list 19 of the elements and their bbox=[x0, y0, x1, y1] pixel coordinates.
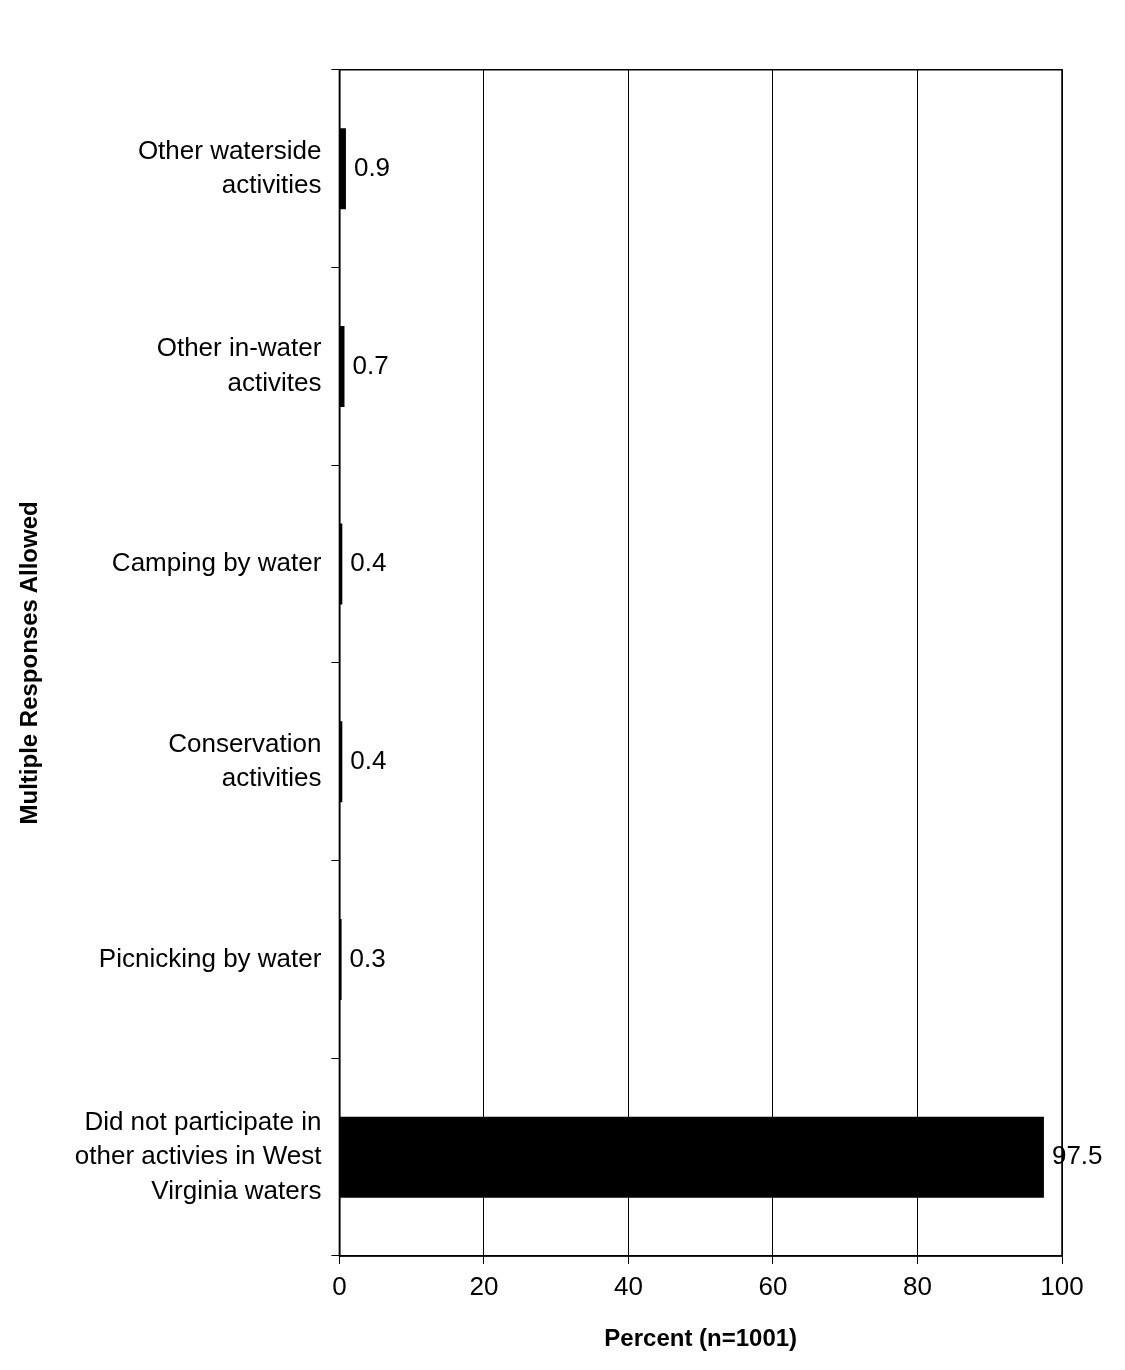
data-label: 0.3 bbox=[349, 942, 386, 973]
x-tick-label: 60 bbox=[758, 1270, 788, 1301]
data-label: 0.4 bbox=[350, 547, 387, 578]
x-axis-title: Percent (n=1001) bbox=[604, 1324, 798, 1352]
x-tick-label: 20 bbox=[469, 1270, 499, 1301]
data-label: 0.4 bbox=[350, 744, 387, 775]
y-tick-label: Other waterside activities bbox=[137, 134, 322, 200]
data-label: 0.7 bbox=[352, 349, 389, 380]
y-tick-label: Camping by water bbox=[111, 547, 322, 578]
y-tick-label: Conservation activities bbox=[168, 727, 322, 793]
y-tick-label: Picnicking by water bbox=[98, 942, 322, 973]
data-label: 0.9 bbox=[353, 151, 391, 182]
x-tick-label: 40 bbox=[613, 1270, 643, 1301]
x-tick-label: 80 bbox=[903, 1270, 932, 1301]
y-tick-label: Other in-water activites bbox=[156, 332, 322, 397]
x-tick-label: 0 bbox=[332, 1270, 347, 1301]
y-axis-title: Multiple Responses Allowed bbox=[15, 501, 43, 825]
y-tick-label: Did not participate in other activies in West Virginia waters bbox=[74, 1105, 323, 1205]
x-tick-label: 100 bbox=[1040, 1270, 1084, 1301]
